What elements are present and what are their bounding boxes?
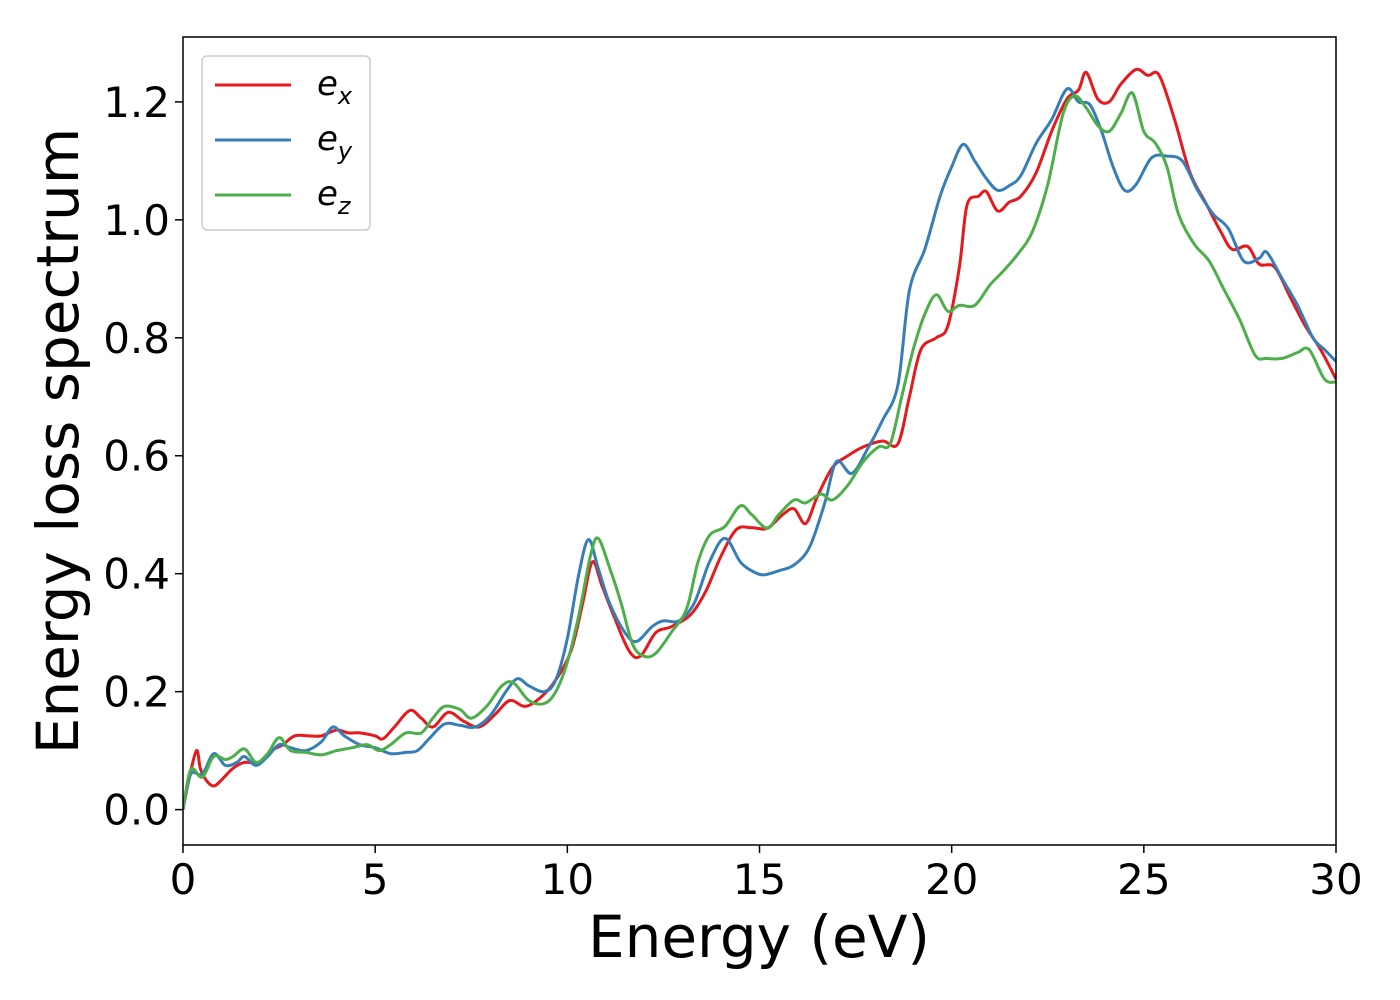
- y-tick-label: 1.2: [103, 78, 170, 127]
- x-tick-label: 30: [1309, 855, 1362, 904]
- legend-label-z: ez: [317, 174, 352, 220]
- series-line-x: [183, 67, 1336, 810]
- x-tick-label: 15: [733, 855, 786, 904]
- tick-layer: 0 5 10 15 20 25 30 0.0 0.2 0.4 0.6 0.8 1.0 1.2: [103, 78, 1363, 904]
- x-axis-title: Energy (eV): [588, 903, 930, 971]
- series-layer: [183, 67, 1336, 810]
- x-tick-label: 5: [362, 855, 389, 904]
- y-tick-label: 0.2: [103, 668, 170, 717]
- legend: ex ey ez: [201, 55, 371, 231]
- x-tick-label: 10: [541, 855, 594, 904]
- series-line-z: [183, 91, 1336, 810]
- series-line-y: [183, 87, 1336, 810]
- y-tick-label: 0.4: [103, 550, 170, 599]
- y-tick-label: 0.0: [103, 786, 170, 835]
- plot-frame: [182, 36, 1337, 846]
- legend-label-x: ex: [317, 64, 353, 110]
- legend-frame: [201, 55, 371, 231]
- y-tick-label: 0.8: [103, 314, 170, 363]
- y-tick-label: 1.0: [103, 196, 170, 245]
- y-axis-title: Energy loss spectrum: [24, 128, 92, 754]
- y-tick-label: 0.6: [103, 432, 170, 481]
- x-tick-label: 0: [170, 855, 197, 904]
- x-tick-label: 25: [1117, 855, 1170, 904]
- x-tick-label: 20: [925, 855, 978, 904]
- legend-label-y: ey: [317, 119, 353, 165]
